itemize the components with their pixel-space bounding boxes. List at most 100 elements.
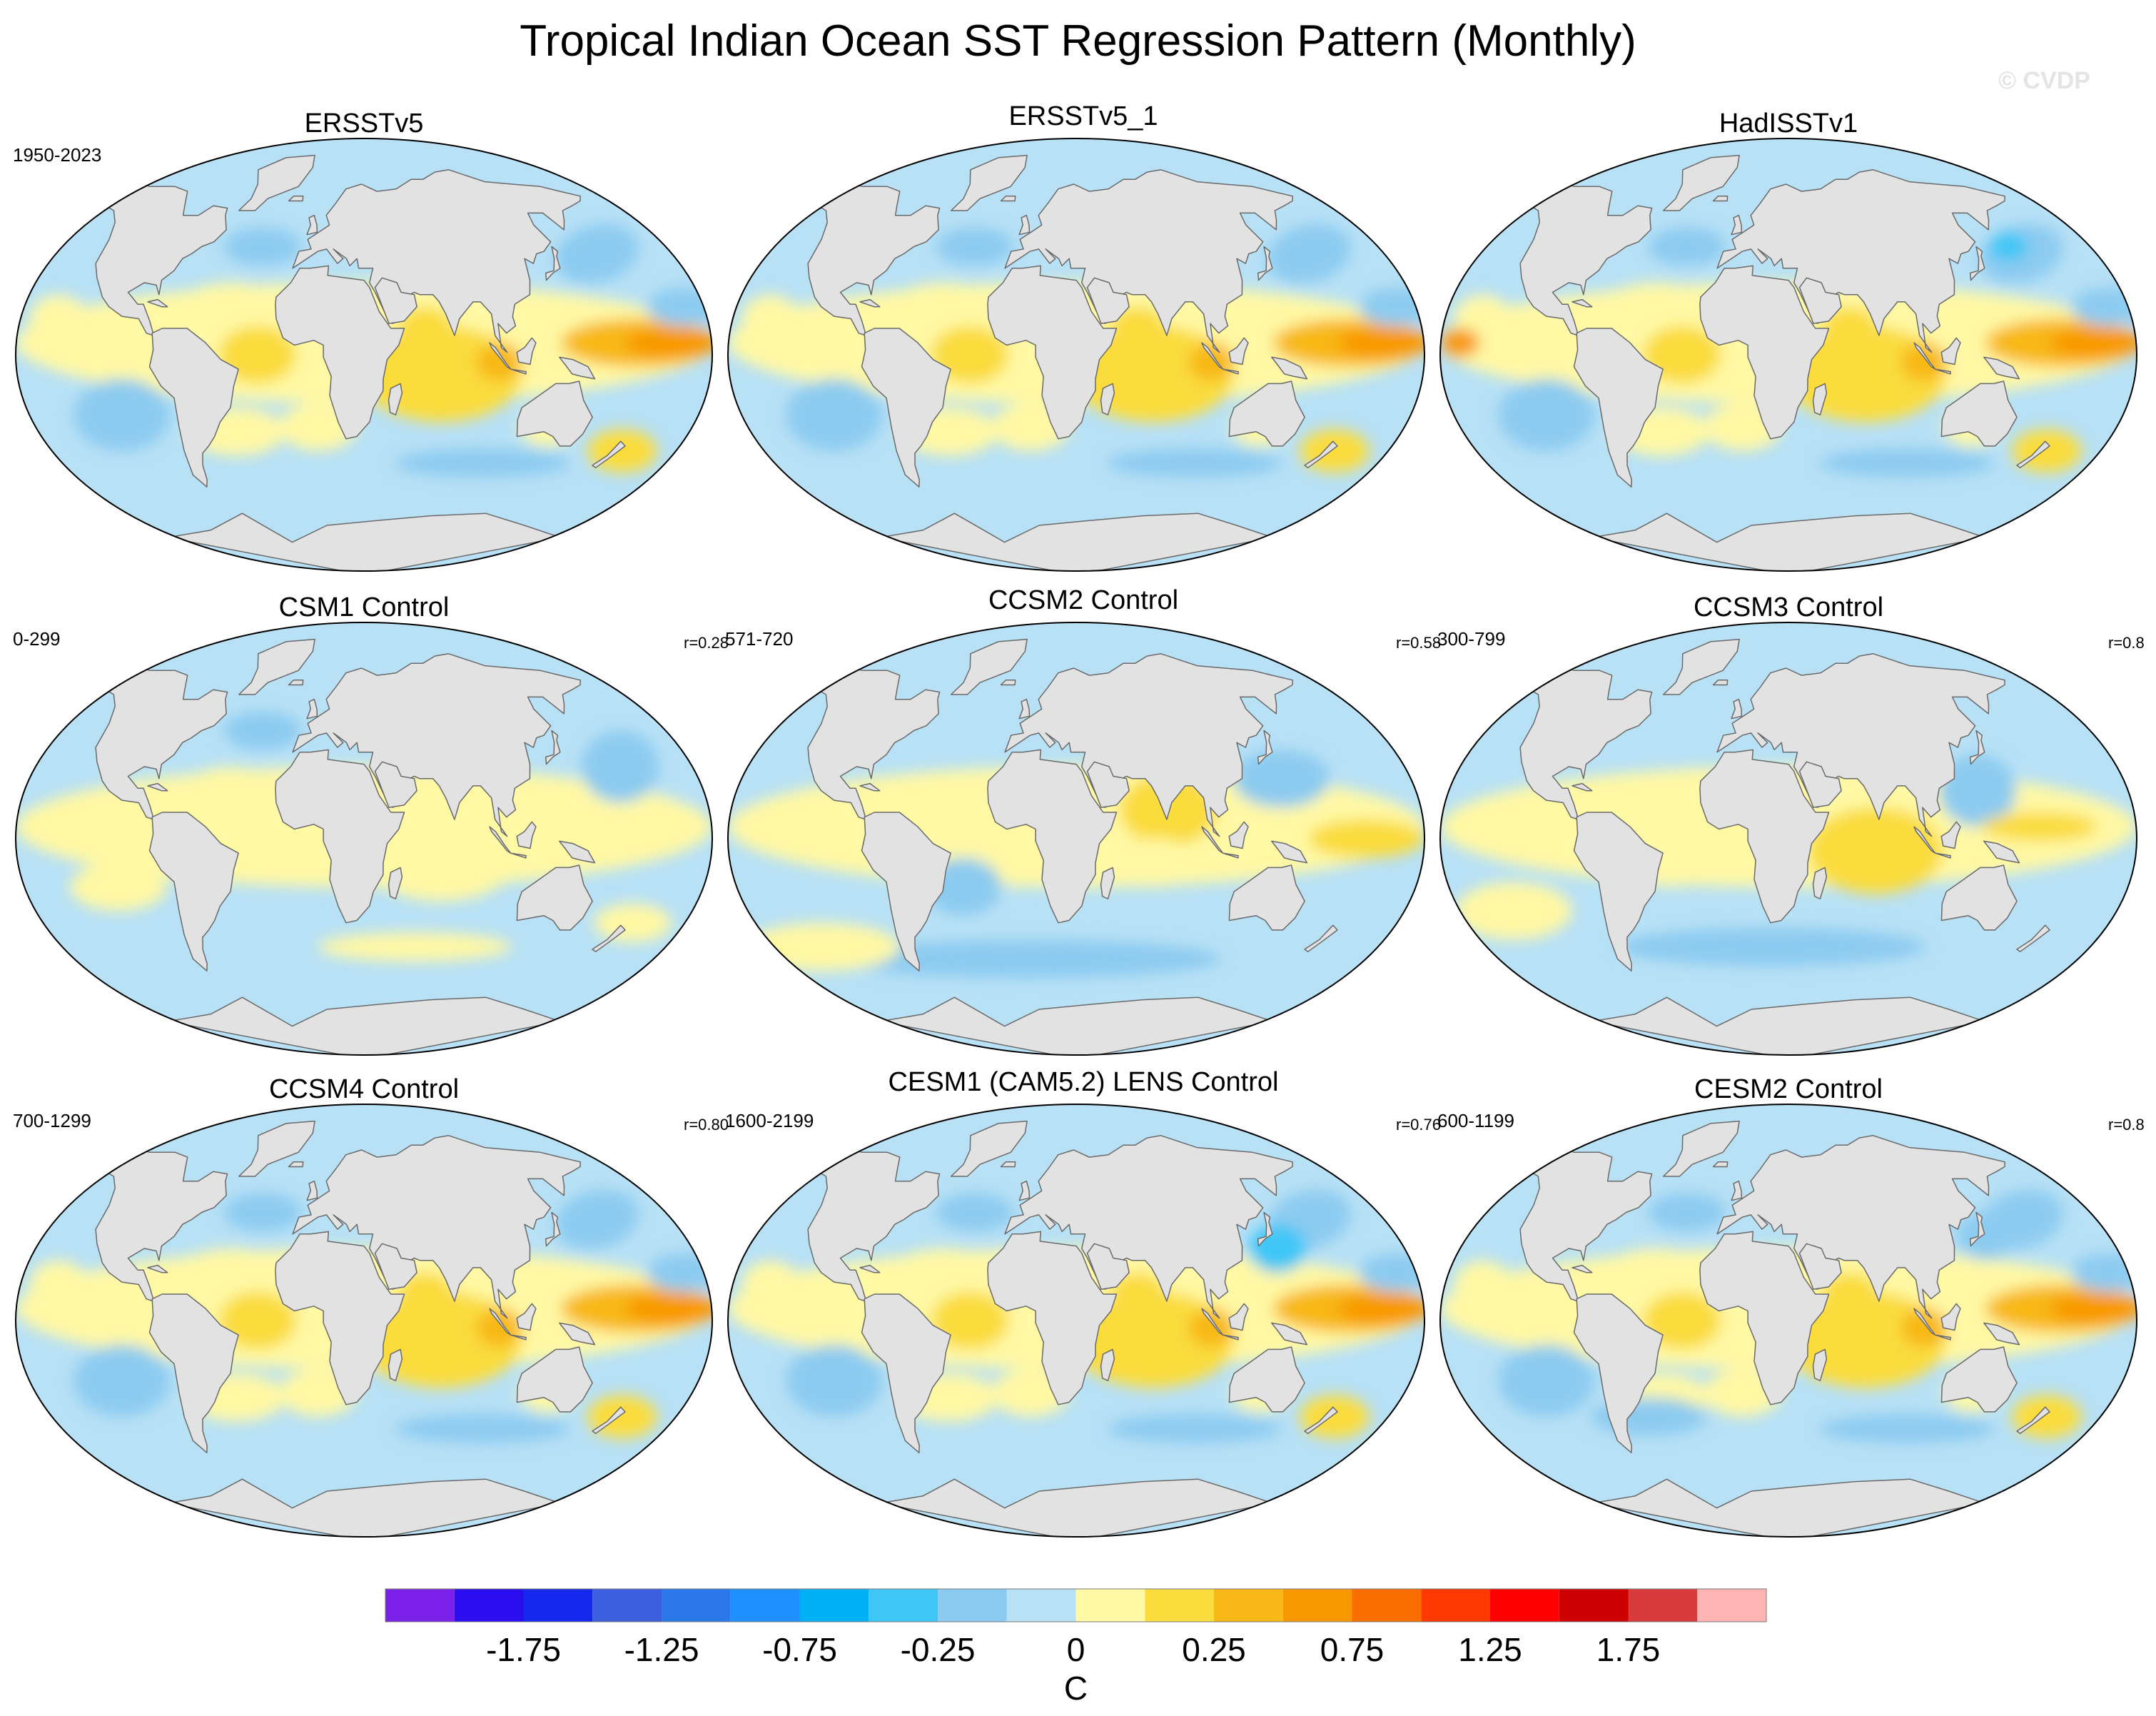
panel-years: 600-1199 <box>1437 1110 1514 1131</box>
land-cuba <box>147 298 168 308</box>
land-north-america <box>807 667 941 820</box>
land-borneo <box>1940 821 1961 849</box>
land-iceland <box>1000 196 1016 202</box>
colorbar-segment <box>938 1589 1007 1622</box>
panel-title: CESM2 Control <box>1694 1074 1883 1104</box>
anomaly-region <box>1107 1414 1282 1443</box>
anomaly-region <box>1497 378 1595 451</box>
map-border <box>727 1104 1425 1538</box>
anomaly-region <box>1901 343 1948 381</box>
anomaly-region <box>1497 1344 1595 1417</box>
anomaly-region <box>1248 1224 1307 1273</box>
anomaly-region <box>398 1272 452 1311</box>
colorbar-segment <box>1006 1589 1076 1622</box>
anomaly-region <box>1107 448 1282 478</box>
anomaly-region <box>624 1294 712 1323</box>
panel-years: 0-299 <box>13 628 61 650</box>
anomaly-region <box>1938 754 2016 827</box>
land-eurasia <box>1716 653 2005 837</box>
anomaly-region <box>1823 1272 1877 1311</box>
land-sumatra-java <box>489 1308 527 1341</box>
anomaly-region <box>1648 227 1726 266</box>
anomaly-region <box>1981 812 2098 842</box>
land-north-america <box>1519 1149 1653 1302</box>
land-madagascar <box>1812 1348 1828 1381</box>
land-greenland <box>1662 638 1740 695</box>
colorbar-segment <box>523 1589 593 1622</box>
anomaly-region <box>73 1344 171 1417</box>
land-japan <box>1969 1211 1985 1247</box>
panel-correlation: r=0.28 <box>684 634 729 652</box>
anomaly-region <box>1648 1193 1726 1232</box>
colorbar-segment <box>662 1589 731 1622</box>
anomaly-region <box>1455 882 1572 940</box>
land-africa <box>987 749 1118 924</box>
colorbar-segment <box>454 1589 524 1622</box>
colorbar-segment <box>1559 1589 1629 1622</box>
land-madagascar <box>388 383 403 415</box>
anomaly-region <box>936 227 1013 266</box>
land-borneo <box>1228 821 1249 849</box>
land-antarctica <box>1591 1478 1985 1537</box>
land-greenland <box>1662 1120 1740 1177</box>
land-eurasia <box>1004 169 1293 353</box>
land-south-america <box>148 812 239 971</box>
land-sumatra-java <box>489 342 527 375</box>
land-greenland <box>238 1120 315 1177</box>
colorbar-tick-label: 1.25 <box>1458 1631 1522 1668</box>
land-iceland <box>288 680 304 686</box>
land-greenland <box>950 1120 1028 1177</box>
land-uk <box>306 214 318 236</box>
anomaly-region <box>1188 1308 1235 1347</box>
land-sumatra-java <box>1913 1308 1951 1341</box>
land-sumatra-java <box>1913 826 1951 859</box>
land-cuba <box>859 1264 881 1273</box>
land-eurasia <box>1716 1135 2005 1319</box>
anomaly-region <box>1110 306 1165 345</box>
anomaly-region <box>476 343 523 381</box>
land-north-america <box>807 183 941 336</box>
anomaly-region <box>223 227 301 266</box>
land-arabia <box>1798 1243 1842 1290</box>
land-new-guinea <box>559 356 596 380</box>
land-new-zealand <box>1304 440 1338 468</box>
panel-years: 1950-2023 <box>13 144 102 166</box>
land-antarctica <box>167 513 561 571</box>
anomaly-region <box>742 1260 800 1309</box>
anomaly-region <box>29 294 88 343</box>
figure-title: Tropical Indian Ocean SST Regression Pat… <box>520 16 1636 66</box>
land-japan <box>1257 1211 1273 1247</box>
anomaly-region <box>1989 232 2028 261</box>
anomaly-region <box>1601 283 1711 331</box>
land-borneo <box>1940 337 1961 365</box>
anomaly-region <box>395 448 570 478</box>
anomaly-region <box>2049 1294 2137 1323</box>
panel-correlation: r=0.8 <box>2108 634 2145 652</box>
map-panel-5 <box>727 622 1425 1056</box>
colorbar-segment <box>1352 1589 1422 1622</box>
land-africa <box>275 749 405 924</box>
land-antarctica <box>167 1478 561 1537</box>
land-borneo <box>516 821 537 849</box>
land-madagascar <box>1812 383 1828 415</box>
land-africa <box>987 265 1118 440</box>
land-australia <box>1940 380 2018 447</box>
anomaly-region <box>1601 1248 1711 1297</box>
land-new-zealand <box>2016 1406 2050 1434</box>
anomaly-region <box>936 1193 1013 1232</box>
land-antarctica <box>879 513 1273 571</box>
anomaly-region <box>1454 1260 1512 1309</box>
anomaly-region <box>2049 328 2137 358</box>
land-south-america <box>861 328 951 488</box>
land-new-guinea <box>1983 356 2020 380</box>
anomaly-region <box>1308 819 1424 858</box>
land-cuba <box>1572 782 1593 792</box>
colorbar-tick-label: -0.75 <box>762 1631 837 1668</box>
map-border <box>1439 622 2137 1056</box>
land-uk <box>306 1180 318 1201</box>
land-arabia <box>1086 761 1130 808</box>
land-cuba <box>147 1264 168 1273</box>
anomaly-region <box>395 1414 570 1443</box>
land-borneo <box>516 1303 537 1331</box>
panel-title: ERSSTv5_1 <box>1008 101 1158 131</box>
